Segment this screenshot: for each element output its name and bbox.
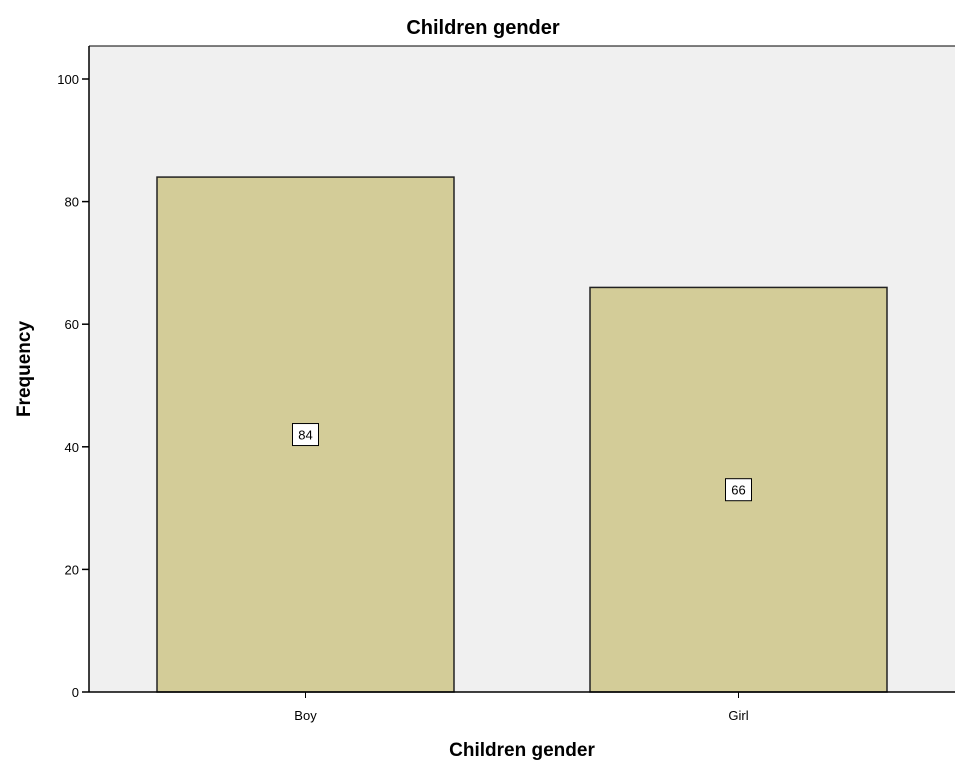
- data-label-box-girl: [725, 478, 752, 502]
- y-tick-label-20: 20: [65, 562, 79, 577]
- y-tick-label-80: 80: [65, 195, 79, 210]
- y-tick-label-0: 0: [72, 685, 79, 700]
- y-tick-label-60: 60: [65, 317, 79, 332]
- x-tick-label-boy: Boy: [294, 708, 317, 723]
- x-ticks-group: Boy Girl: [294, 692, 749, 723]
- data-labels-group: 84 66: [292, 423, 752, 502]
- y-tick-label-100: 100: [57, 72, 79, 87]
- x-tick-label-girl: Girl: [728, 708, 748, 723]
- y-ticks-group: 0 20 40 60 80 100: [57, 72, 89, 700]
- data-label-girl: 66: [731, 483, 745, 498]
- data-label-boy: 84: [298, 428, 312, 443]
- y-axis-title: Frequency: [14, 321, 35, 418]
- data-label-box-boy: [292, 423, 319, 447]
- y-tick-label-40: 40: [65, 440, 79, 455]
- x-axis-title: Children gender: [449, 740, 595, 761]
- chart-title: Children gender: [406, 17, 560, 39]
